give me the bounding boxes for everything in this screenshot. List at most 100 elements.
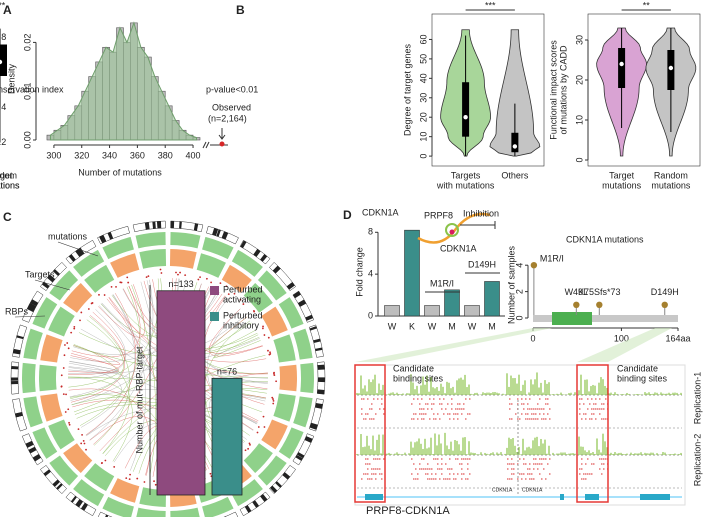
band	[28, 446, 37, 454]
mutation-dot	[275, 380, 278, 383]
exon	[585, 494, 599, 500]
mutation-dot	[125, 477, 128, 480]
box	[618, 48, 626, 88]
band	[221, 231, 229, 240]
band	[212, 227, 219, 236]
band	[282, 472, 291, 480]
axis-label: Fold change	[354, 247, 364, 297]
violin-body	[489, 29, 541, 157]
mutation-dot	[68, 421, 70, 424]
mutation-dot	[272, 398, 274, 400]
band	[310, 422, 318, 428]
band	[252, 500, 260, 508]
band	[244, 505, 252, 513]
median	[619, 61, 624, 67]
band	[295, 454, 303, 461]
value-label: n=133	[168, 279, 193, 289]
legend-swatch	[210, 312, 219, 321]
x-tick-label: 360	[130, 150, 145, 160]
protein-core	[449, 229, 455, 235]
mutation-dot	[175, 271, 177, 274]
median	[512, 144, 518, 149]
ring-targets	[278, 297, 304, 329]
y-tick-label: 0.02	[22, 34, 32, 52]
mutation-dot	[267, 349, 269, 352]
lollipop-head	[573, 301, 580, 308]
axis-label: Functional impact scores	[548, 40, 558, 140]
ring-rbps	[279, 364, 297, 392]
band	[43, 469, 51, 477]
y-tick-label: 2	[514, 289, 524, 294]
mutation-dot	[262, 327, 264, 330]
chart-title: CDKN1A	[362, 207, 399, 217]
x-tick-label: Target	[0, 170, 13, 180]
mutation-dot	[67, 408, 70, 411]
mutation-dot	[79, 319, 81, 322]
ring-rbps	[40, 334, 63, 363]
mutation-dot	[269, 351, 271, 354]
ring-targets	[21, 362, 36, 394]
legend-label: Perturbed	[223, 284, 263, 294]
axis-label: Degree of target genes	[402, 43, 412, 136]
mutation-dot	[64, 411, 67, 413]
lollipop-head	[530, 262, 538, 269]
band	[240, 240, 247, 249]
highlight-box	[354, 364, 386, 503]
mutation-dot	[267, 336, 270, 339]
chord	[131, 284, 157, 477]
band	[76, 247, 85, 256]
mutation-dot	[219, 282, 222, 285]
mutation-dot	[80, 442, 83, 445]
ring-targets	[293, 328, 313, 360]
mutation-dot	[70, 331, 73, 334]
x-tick-label: mutations	[602, 180, 642, 190]
band	[313, 338, 321, 344]
panel-label: C	[3, 210, 12, 224]
ring-rbps	[110, 253, 140, 278]
band	[105, 514, 109, 517]
ring-rbps	[48, 419, 75, 450]
band	[15, 412, 23, 418]
mutation-dot	[98, 293, 100, 296]
significance: ***	[0, 0, 6, 10]
mutation-dot	[119, 281, 122, 284]
ring-targets	[73, 249, 105, 277]
mutation-dot	[225, 285, 228, 288]
y-tick-label: 0.00	[22, 131, 32, 149]
y-tick-label: 0.8	[0, 32, 6, 42]
mutation-dot	[82, 440, 85, 442]
mutation-dot	[273, 374, 276, 377]
ring-rbps	[243, 282, 273, 313]
band	[260, 254, 268, 262]
exon	[365, 494, 383, 500]
ring-targets	[293, 396, 313, 428]
bar	[484, 281, 500, 317]
band	[305, 314, 314, 321]
x-tick-label: 300	[46, 150, 61, 160]
ring-targets	[136, 507, 166, 517]
band	[11, 377, 19, 381]
mutation-dot	[67, 347, 70, 350]
ring-rbps	[273, 393, 296, 422]
band	[68, 254, 76, 262]
x-tick-label: W	[388, 321, 397, 331]
mutation-dot	[66, 342, 69, 344]
ring-targets	[170, 507, 200, 517]
chord	[73, 344, 130, 454]
mutation-dot	[126, 276, 129, 279]
ring-label: RBPs	[5, 306, 29, 316]
band	[32, 454, 41, 462]
band	[11, 380, 19, 385]
ring-targets	[170, 232, 201, 249]
chord	[89, 279, 154, 441]
protein	[445, 223, 459, 237]
band	[275, 481, 282, 488]
band	[292, 291, 301, 299]
bar	[156, 290, 206, 496]
mutation-dot	[263, 426, 266, 428]
band	[25, 440, 34, 448]
ring-rbps	[38, 364, 57, 392]
mutation-label: M1R/I	[540, 254, 564, 264]
legend-swatch	[210, 286, 219, 295]
